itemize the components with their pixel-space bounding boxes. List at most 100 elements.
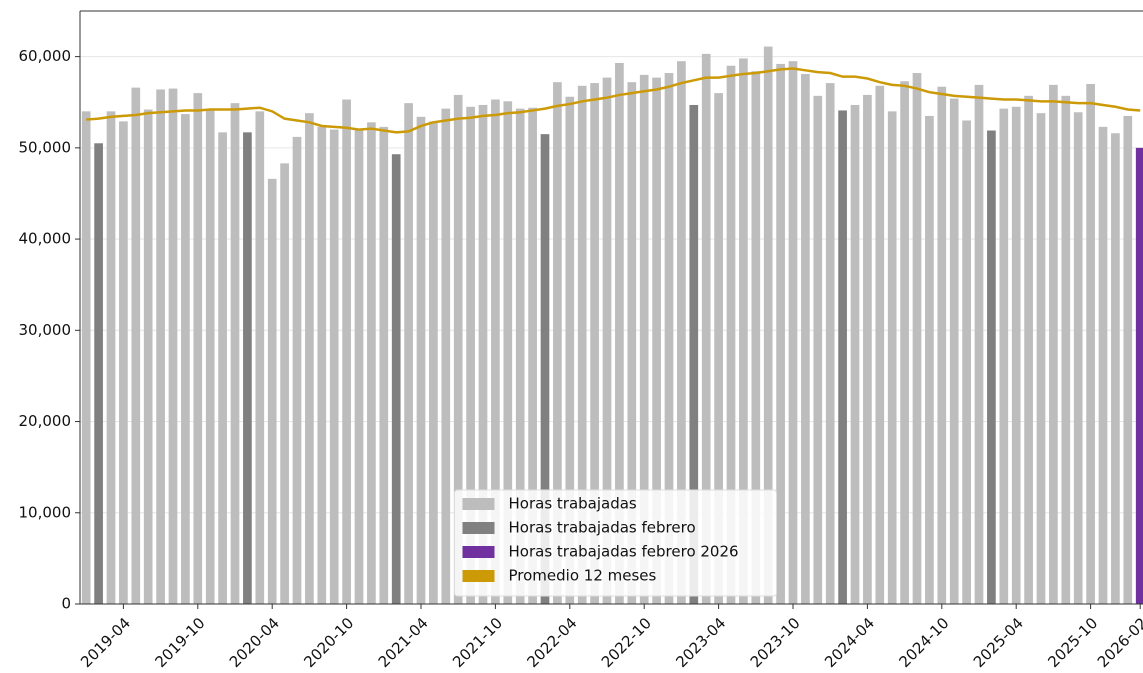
bar bbox=[143, 109, 153, 604]
bar bbox=[739, 58, 748, 604]
x-tick-label: 2026-02 bbox=[1094, 614, 1143, 671]
x-tick-label: 2021-04 bbox=[375, 614, 432, 671]
bar bbox=[429, 121, 438, 605]
bar bbox=[81, 111, 91, 604]
bar bbox=[602, 77, 612, 605]
bar bbox=[565, 96, 575, 604]
bar bbox=[1061, 95, 1071, 605]
bar bbox=[329, 129, 339, 604]
x-tick-label: 2019-04 bbox=[77, 614, 134, 671]
bar bbox=[106, 111, 116, 604]
legend-box bbox=[454, 489, 777, 597]
x-tick-label: 2025-04 bbox=[970, 614, 1027, 671]
bar bbox=[1098, 126, 1108, 605]
bar bbox=[218, 132, 227, 605]
y-tick-label: 30,000 bbox=[19, 321, 72, 339]
bar bbox=[776, 63, 785, 605]
x-tick-label: 2024-04 bbox=[821, 614, 878, 671]
bar bbox=[503, 101, 513, 605]
bar bbox=[416, 116, 426, 604]
x-tick-label: 2023-10 bbox=[747, 614, 804, 671]
legend-swatch bbox=[462, 498, 495, 510]
bar bbox=[94, 143, 103, 605]
bar bbox=[962, 120, 971, 604]
bar bbox=[801, 73, 810, 605]
legend-label: Horas trabajadas febrero 2026 bbox=[509, 543, 739, 561]
bar bbox=[404, 103, 413, 605]
legend-label: Promedio 12 meses bbox=[509, 567, 657, 585]
bar bbox=[590, 83, 599, 604]
bar bbox=[912, 73, 922, 604]
bar bbox=[639, 74, 649, 604]
bar bbox=[354, 129, 364, 604]
bar bbox=[1036, 113, 1046, 604]
y-tick-label: 10,000 bbox=[19, 503, 72, 521]
bar bbox=[305, 113, 314, 604]
y-tick-label: 60,000 bbox=[19, 47, 72, 65]
bar bbox=[478, 104, 488, 605]
bar bbox=[453, 94, 463, 604]
legend-swatch bbox=[462, 570, 495, 582]
bar bbox=[825, 83, 835, 604]
bar bbox=[317, 126, 327, 605]
bar bbox=[205, 110, 215, 605]
bar bbox=[342, 99, 351, 605]
x-tick-label: 2022-10 bbox=[598, 614, 655, 671]
bar bbox=[974, 84, 984, 605]
x-tick-label: 2020-04 bbox=[226, 614, 283, 671]
bar bbox=[1135, 147, 1143, 604]
bar bbox=[863, 94, 872, 604]
bar bbox=[1011, 106, 1021, 605]
legend: Horas trabajadas Horas trabajadas febrero… bbox=[454, 489, 777, 597]
bar bbox=[292, 136, 302, 604]
y-tick-label: 20,000 bbox=[19, 412, 72, 430]
bar bbox=[441, 108, 451, 605]
bar bbox=[850, 104, 860, 605]
x-tick-label: 2020-10 bbox=[300, 614, 357, 671]
legend-swatch bbox=[462, 522, 495, 534]
bar bbox=[528, 107, 537, 604]
average-line bbox=[86, 67, 1141, 134]
bar bbox=[1123, 115, 1133, 605]
bar bbox=[193, 93, 203, 604]
bar bbox=[553, 82, 562, 604]
bar bbox=[540, 134, 550, 604]
bar bbox=[900, 81, 909, 605]
bar bbox=[1049, 84, 1058, 605]
x-tick-label: 2025-10 bbox=[1044, 614, 1101, 671]
bar bbox=[255, 111, 265, 604]
y-tick-label: 0 bbox=[61, 595, 71, 613]
bar bbox=[763, 46, 773, 604]
bar bbox=[999, 108, 1009, 605]
bar bbox=[156, 89, 165, 605]
bar bbox=[280, 163, 289, 604]
x-tick-label: 2019-10 bbox=[151, 614, 208, 671]
bar bbox=[267, 178, 277, 604]
bar bbox=[367, 122, 376, 604]
x-tick-label: 2024-10 bbox=[895, 614, 952, 671]
bar bbox=[243, 132, 252, 605]
x-tick-label: 2022-04 bbox=[523, 614, 580, 671]
bar bbox=[875, 85, 885, 605]
bar bbox=[466, 106, 475, 605]
bar bbox=[181, 114, 190, 605]
y-tick-label: 50,000 bbox=[19, 138, 72, 156]
x-tick-label: 2021-10 bbox=[449, 614, 506, 671]
bar bbox=[677, 61, 686, 604]
y-tick-label: 40,000 bbox=[19, 230, 72, 248]
bar bbox=[1111, 133, 1120, 604]
bar bbox=[751, 71, 761, 605]
bar bbox=[379, 126, 389, 605]
bar bbox=[491, 99, 500, 605]
bar bbox=[131, 87, 141, 604]
bar bbox=[515, 108, 525, 605]
bar bbox=[689, 104, 699, 605]
bar bbox=[937, 86, 947, 604]
bar bbox=[615, 63, 624, 605]
bar bbox=[987, 130, 996, 604]
legend-label: Horas trabajadas bbox=[509, 495, 637, 513]
bar bbox=[887, 111, 897, 604]
bar bbox=[925, 115, 934, 605]
legend-label: Horas trabajadas febrero bbox=[509, 519, 696, 537]
